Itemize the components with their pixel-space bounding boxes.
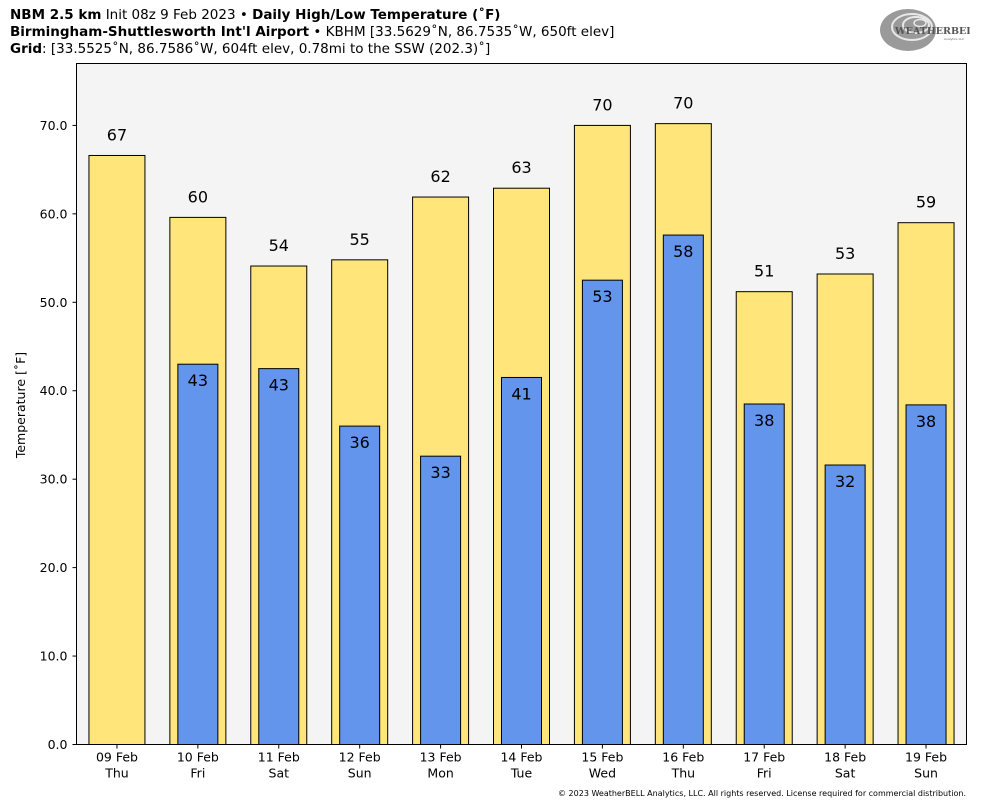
low-temp-label: 38 <box>754 411 774 430</box>
chart-header-line-1: NBM 2.5 km Init 08z 9 Feb 2023 • Daily H… <box>10 7 500 23</box>
high-temp-label: 67 <box>107 125 127 144</box>
x-tick-day-label: Sat <box>269 766 290 781</box>
high-temp-label: 63 <box>511 158 531 177</box>
high-temp-label: 55 <box>350 230 370 249</box>
x-tick-date-label: 10 Feb <box>177 750 219 765</box>
high-temp-bar <box>88 154 146 745</box>
header-separator: • <box>313 24 322 40</box>
x-tick-day-label: Thu <box>104 766 128 781</box>
low-temp-bar <box>258 368 300 745</box>
grid-details: : [33.5525˚N, 86.7586˚W, 604ft elev, 0.7… <box>42 41 491 57</box>
y-tick-label: 40.0 <box>40 383 68 398</box>
low-temp-label: 32 <box>835 472 855 491</box>
x-tick-date-label: 11 Feb <box>258 750 300 765</box>
header-separator: • <box>239 7 248 23</box>
y-tick-label: 20.0 <box>40 560 68 575</box>
x-tick-date-label: 12 Feb <box>339 750 381 765</box>
low-temp-label: 38 <box>916 412 936 431</box>
low-temp-bar <box>905 404 947 745</box>
x-tick-day-label: Thu <box>671 766 695 781</box>
bar-layer <box>88 123 955 746</box>
y-tick-label: 70.0 <box>40 118 68 133</box>
x-tick-date-label: 16 Feb <box>662 750 704 765</box>
y-tick-label: 50.0 <box>40 295 68 310</box>
logo-text: WEATHERBELL <box>894 26 970 37</box>
y-tick-label: 60.0 <box>40 206 68 221</box>
low-temp-label: 36 <box>350 433 370 452</box>
low-temp-label: 43 <box>269 376 289 395</box>
x-tick-date-label: 09 Feb <box>96 750 138 765</box>
high-temp-label: 54 <box>269 236 289 255</box>
y-tick-label: 0.0 <box>48 737 68 752</box>
high-temp-label: 70 <box>592 95 612 114</box>
product-name: Daily High/Low Temperature (˚F) <box>252 7 501 23</box>
x-tick-day-label: Tue <box>510 766 533 781</box>
low-temp-bar <box>420 455 462 745</box>
x-tick-day-label: Sun <box>348 766 372 781</box>
station-details: KBHM [33.5629˚N, 86.7535˚W, 650ft elev] <box>325 24 615 40</box>
x-tick-day-label: Sun <box>914 766 938 781</box>
chart-header-line-3: Grid: [33.5525˚N, 86.7586˚W, 604ft elev,… <box>10 41 490 57</box>
low-temp-label: 53 <box>592 287 612 306</box>
high-temp-label: 70 <box>673 94 693 113</box>
high-temp-label: 60 <box>188 187 208 206</box>
model-name: NBM 2.5 km <box>10 7 102 23</box>
low-temp-label: 41 <box>511 384 531 403</box>
x-tick-date-label: 19 Feb <box>905 750 947 765</box>
low-temp-label: 33 <box>430 463 450 482</box>
x-tick-date-label: 15 Feb <box>581 750 623 765</box>
grid-label: Grid <box>10 41 43 57</box>
data-label-layer: 67 60 43 54 43 55 36 62 33 63 41 70 53 70 58 51 38 53 32 59… <box>107 94 936 491</box>
low-temp-bar <box>743 403 785 745</box>
x-tick-date-label: 18 Feb <box>824 750 866 765</box>
init-time: Init 08z 9 Feb 2023 <box>105 7 236 23</box>
logo-subtext: Analytics LLC <box>944 37 964 41</box>
plot-frame <box>76 63 967 745</box>
station-name: Birmingham-Shuttlesworth Int'l Airport <box>10 24 310 40</box>
low-temp-label: 43 <box>188 371 208 390</box>
y-tick-label: 10.0 <box>40 649 68 664</box>
x-tick-day-label: Mon <box>427 766 453 781</box>
x-tick-date-label: 13 Feb <box>420 750 462 765</box>
copyright-notice: © 2023 WeatherBELL Analytics, LLC. All r… <box>558 789 966 798</box>
y-axis: 0.0 10.0 20.0 30.0 40.0 50.0 60.0 70.0 <box>40 118 77 752</box>
low-temp-bar <box>824 464 866 745</box>
low-temp-bar <box>662 234 704 745</box>
high-temp-label: 51 <box>754 262 774 281</box>
high-temp-label: 53 <box>835 244 855 263</box>
low-temp-bar <box>177 363 219 745</box>
y-tick-label: 30.0 <box>40 472 68 487</box>
low-temp-label: 58 <box>673 242 693 261</box>
low-temp-bar <box>339 425 381 745</box>
weatherbell-logo: WEATHERBELL Analytics LLC <box>880 9 970 51</box>
high-temp-label: 59 <box>916 193 936 212</box>
x-tick-date-label: 14 Feb <box>500 750 542 765</box>
x-tick-day-label: Sat <box>835 766 856 781</box>
high-temp-label: 62 <box>430 167 450 186</box>
y-axis-label: Temperature [˚F] <box>13 352 28 459</box>
x-tick-day-label: Fri <box>757 766 772 781</box>
x-tick-day-label: Wed <box>589 766 616 781</box>
x-tick-day-label: Fri <box>190 766 205 781</box>
chart-header-line-2: Birmingham-Shuttlesworth Int'l Airport •… <box>10 24 614 40</box>
x-tick-date-label: 17 Feb <box>743 750 785 765</box>
low-temp-bar <box>501 376 542 745</box>
low-temp-bar <box>581 279 623 745</box>
